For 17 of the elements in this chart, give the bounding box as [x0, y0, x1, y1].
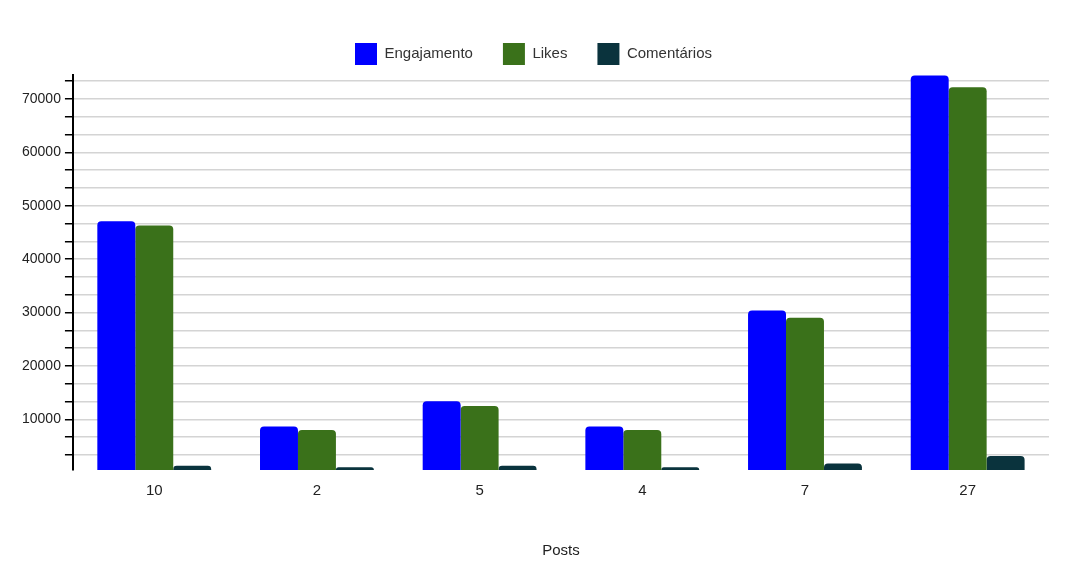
- x-tick-label: 2: [312, 481, 322, 499]
- y-tick-label: 10000: [21, 410, 62, 427]
- x-tick-label: 5: [475, 481, 484, 499]
- y-tick-label: 70000: [21, 89, 62, 106]
- y-tick-label: 60000: [21, 143, 62, 160]
- x-tick-label: 7: [800, 481, 810, 499]
- legend-label: Likes: [532, 44, 568, 62]
- x-tick-label: 4: [638, 481, 647, 499]
- y-tick-label: 20000: [21, 356, 62, 373]
- x-tick-label: 27: [959, 481, 976, 499]
- x-tick-label: 10: [145, 481, 163, 499]
- y-tick-label: 50000: [21, 196, 62, 213]
- legend-label: Comentários: [626, 44, 712, 62]
- y-tick-label: 30000: [21, 303, 62, 320]
- y-tick-label: 40000: [21, 250, 62, 267]
- legend-label: Engajamento: [384, 44, 473, 62]
- x-axis-title: Posts: [542, 541, 580, 559]
